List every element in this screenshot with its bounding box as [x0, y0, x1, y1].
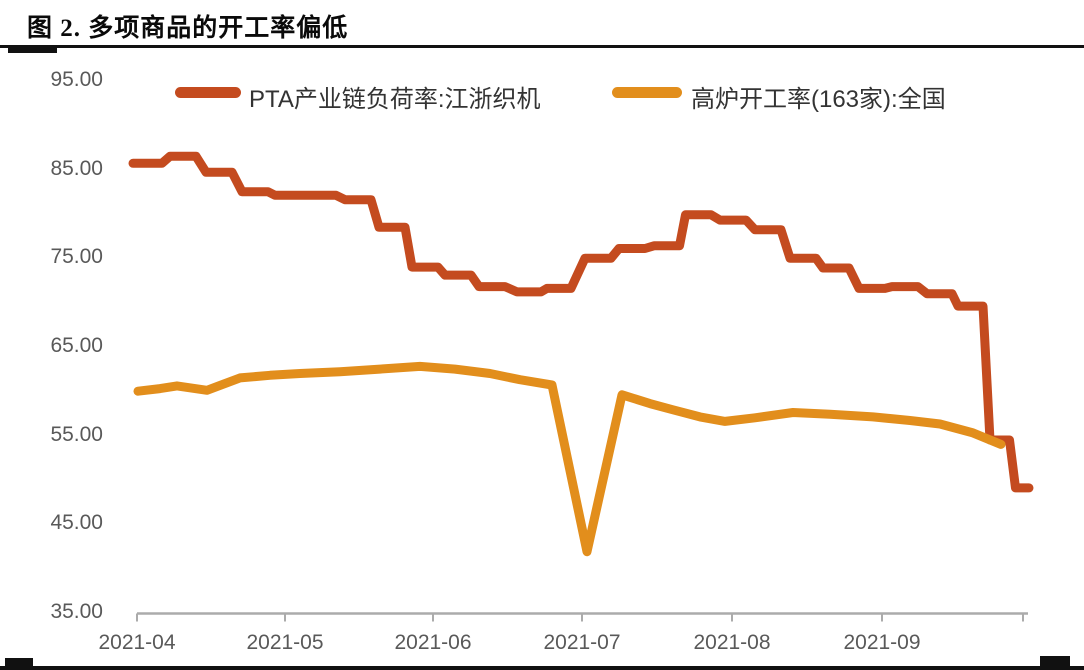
- x-tick-label: 2021-08: [693, 631, 771, 654]
- legend-swatch-pta: [175, 87, 241, 98]
- y-tick-label: 45.00: [50, 511, 103, 535]
- bottom-rule-left-cap: [5, 658, 33, 670]
- x-tick-label: 2021-09: [843, 631, 921, 654]
- y-tick-label: 75.00: [50, 245, 103, 269]
- pta-line-series: [128, 151, 1034, 493]
- x-axis-ticks: [136, 613, 1024, 622]
- figure-title: 图 2. 多项商品的开工率偏低: [27, 15, 349, 42]
- legend-label-furnace: 高炉开工率(163家):全国: [691, 86, 946, 113]
- title-rule: [0, 45, 1084, 48]
- legend-label-pta: PTA产业链负荷率:江浙织机: [249, 86, 541, 113]
- y-tick-label: 35.00: [50, 600, 103, 623]
- y-tick-label: 95.00: [50, 67, 103, 91]
- x-tick-label: 2021-05: [246, 631, 324, 654]
- title-rule-left-cap: [8, 46, 57, 53]
- x-tick-label: 2021-06: [394, 631, 472, 654]
- x-tick-label: 2021-07: [543, 631, 621, 654]
- furnace-line-series: [133, 361, 1006, 557]
- y-tick-label: 65.00: [50, 333, 103, 357]
- bottom-rule-right-cap: [1040, 656, 1070, 667]
- x-tick-label: 2021-04: [98, 631, 176, 654]
- legend-swatch-furnace: [612, 87, 682, 98]
- y-tick-label: 85.00: [50, 156, 103, 180]
- bottom-rule: [0, 666, 1084, 670]
- y-tick-label: 55.00: [50, 422, 103, 446]
